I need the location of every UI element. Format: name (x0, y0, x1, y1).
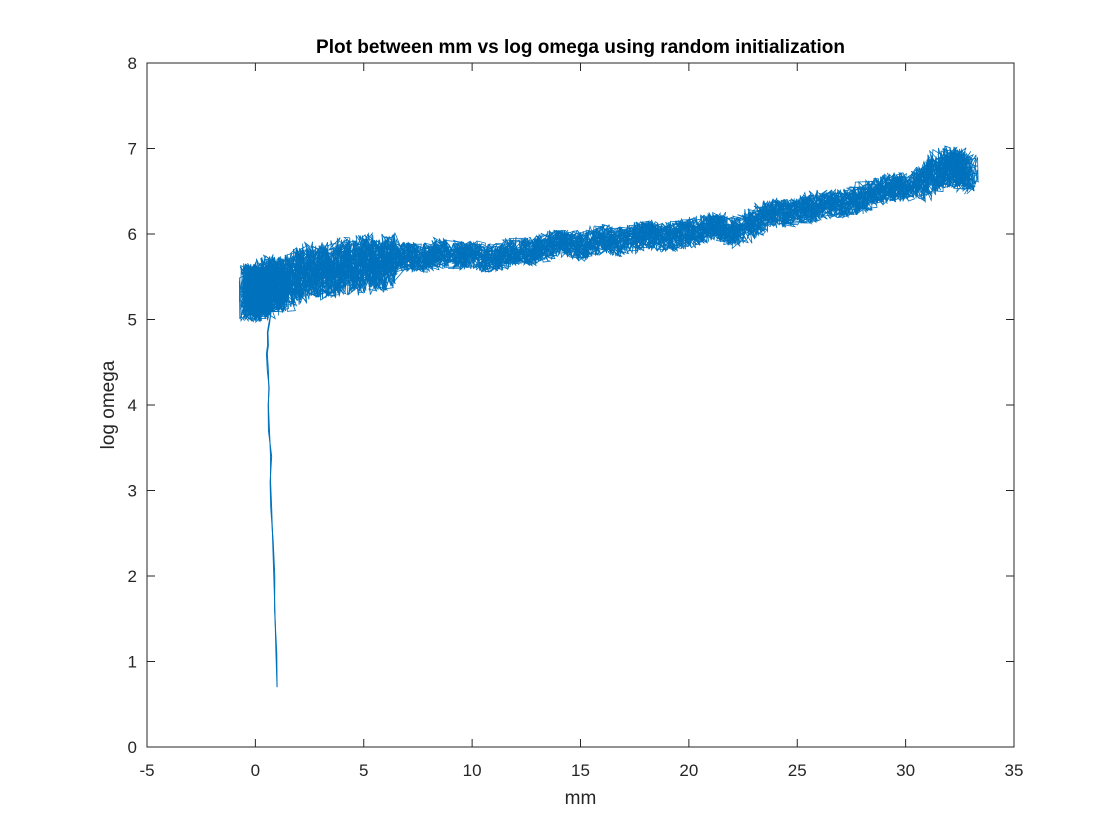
y-tick-label: 1 (128, 653, 137, 672)
x-tick-label: 35 (1005, 761, 1024, 780)
series-trace (240, 147, 979, 323)
x-tick-label: 5 (359, 761, 368, 780)
chart-title: Plot between mm vs log omega using rando… (316, 37, 845, 58)
series-trace (239, 151, 977, 321)
x-tick-label: 10 (463, 761, 482, 780)
x-tick-label: 25 (788, 761, 807, 780)
y-tick-label: 8 (128, 54, 137, 73)
x-tick-label: 0 (251, 761, 260, 780)
y-tick-label: 0 (128, 738, 137, 757)
x-axis: -5 0 5 10 15 20 25 30 35 (139, 63, 1023, 780)
y-tick-label: 3 (128, 482, 137, 501)
y-tick-label: 6 (128, 225, 137, 244)
y-tick-label: 4 (128, 396, 137, 415)
series-trace (241, 148, 975, 323)
x-tick-label: 30 (896, 761, 915, 780)
y-tick-label: 7 (128, 140, 137, 159)
y-tick-label: 5 (128, 311, 137, 330)
axes-box (146, 62, 1015, 748)
x-tick-label: 20 (679, 761, 698, 780)
y-tick-label: 2 (128, 567, 137, 586)
series-initial-segment (265, 276, 278, 688)
data-layer (238, 145, 979, 688)
x-tick-label: 15 (571, 761, 590, 780)
x-axis-label: mm (565, 788, 597, 809)
y-axis-label: log omega (98, 360, 119, 449)
y-axis: 0 1 2 3 4 5 6 7 8 (128, 54, 1014, 757)
x-tick-label: -5 (139, 761, 154, 780)
